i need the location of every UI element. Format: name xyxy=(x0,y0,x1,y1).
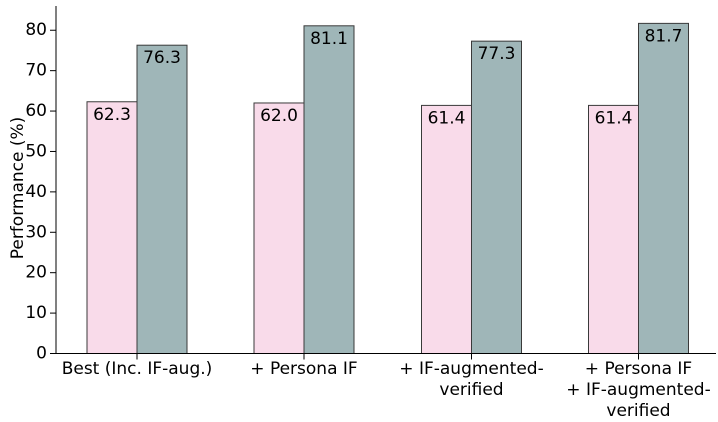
bar-series1 xyxy=(86,101,138,354)
bar-data-label: 81.7 xyxy=(645,26,683,46)
bar-data-label: 61.4 xyxy=(428,108,466,128)
bar-data-label: 61.4 xyxy=(595,108,633,128)
x-labels-group: Best (Inc. IF-aug.) + Persona IF + IF-augm… xyxy=(62,353,711,421)
y-tick-label: 70 xyxy=(25,61,47,81)
bar-series2 xyxy=(471,40,522,354)
axes-group xyxy=(55,6,716,354)
y-ticks-group: 0 10 20 30 40 50 60 70 80 xyxy=(25,20,56,364)
x-category-label-line: + Persona IF xyxy=(250,359,357,379)
bar-data-label: 62.3 xyxy=(93,105,131,125)
bar-data-label: 81.1 xyxy=(310,29,348,49)
bar-data-label: 76.3 xyxy=(143,48,181,68)
bar-series1 xyxy=(421,104,472,354)
y-tick-label: 80 xyxy=(25,20,47,40)
y-tick-label: 20 xyxy=(25,263,47,283)
y-tick-label: 40 xyxy=(25,182,47,202)
y-tick-label: 60 xyxy=(25,101,47,121)
y-tick-label: 30 xyxy=(25,222,47,242)
bar-series2 xyxy=(136,44,188,355)
x-category-label-line: + Persona IF xyxy=(585,359,692,379)
x-category-label-line: verified xyxy=(606,401,670,421)
x-category-label: Best (Inc. IF-aug.) xyxy=(62,359,213,379)
y-tick-label: 0 xyxy=(36,344,47,364)
x-category-label-line: + IF-augmented- xyxy=(399,359,543,379)
x-category-label-line: verified xyxy=(439,380,503,400)
x-category-label: + Persona IF + IF-augmented-verified xyxy=(566,359,710,421)
bar-series1 xyxy=(588,104,639,354)
bar-series2 xyxy=(303,25,355,355)
y-tick-label: 50 xyxy=(25,141,47,161)
data-labels-group: 62.3 62.0 61.4 61.4 76.3 81.1 77.3 81.7 xyxy=(93,26,682,128)
bars-group xyxy=(86,22,689,355)
bar-series2 xyxy=(638,22,689,354)
x-category-label-line: Best (Inc. IF-aug.) xyxy=(62,359,213,379)
x-category-label: + IF-augmented-verified xyxy=(399,359,543,400)
y-axis-title: Performance (%) xyxy=(8,117,28,260)
x-category-label: + Persona IF xyxy=(250,359,357,379)
bar-data-label: 77.3 xyxy=(478,44,516,64)
bar-series1 xyxy=(253,102,305,354)
bar-data-label: 62.0 xyxy=(260,106,298,126)
x-category-label-line: + IF-augmented- xyxy=(566,380,710,400)
y-tick-label: 10 xyxy=(25,303,47,323)
